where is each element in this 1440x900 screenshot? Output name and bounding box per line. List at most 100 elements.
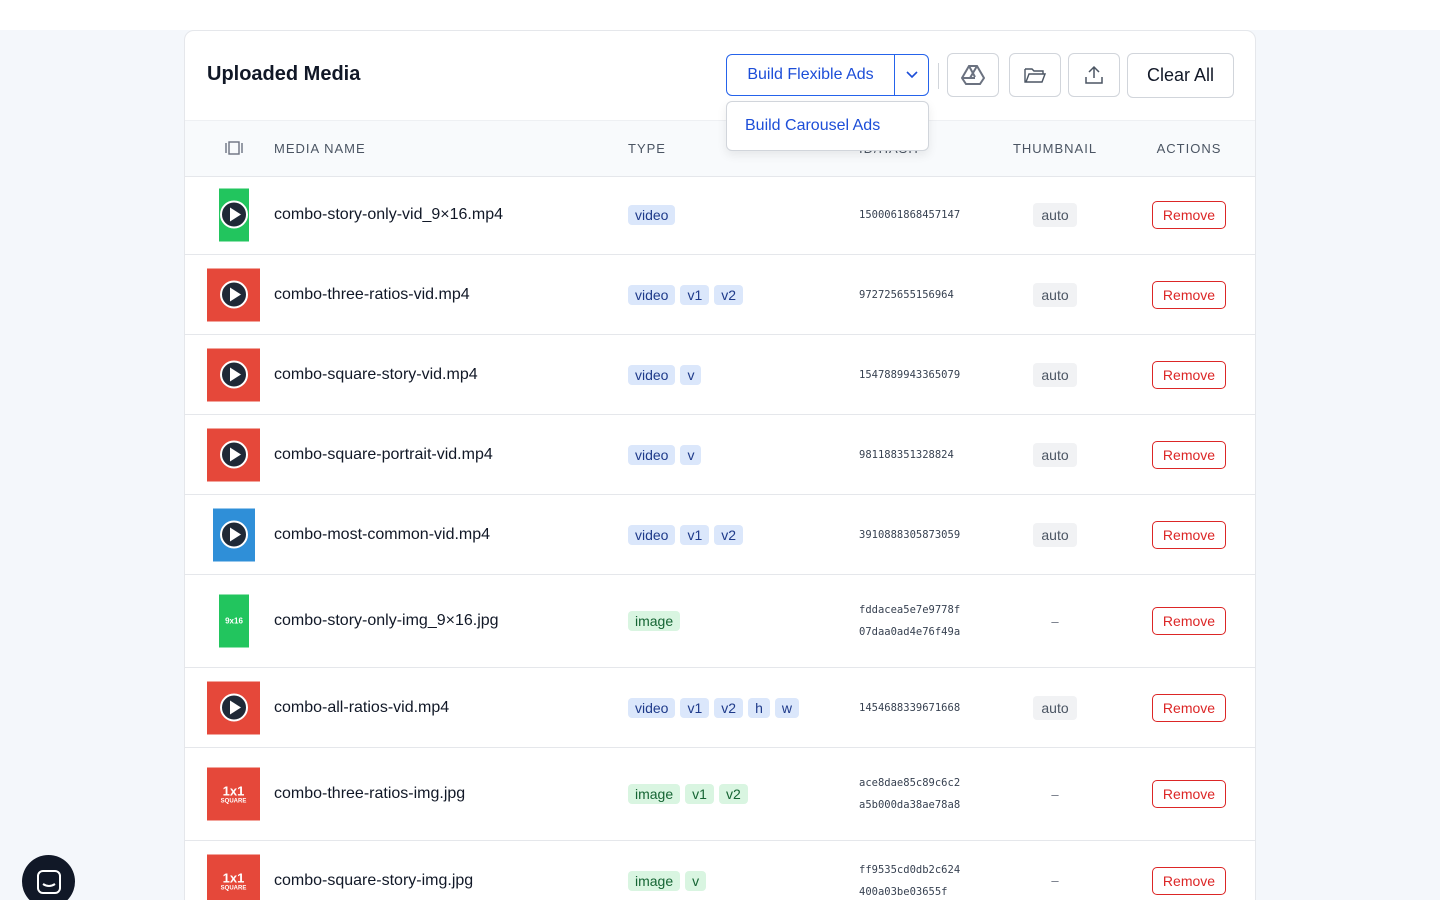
media-name: combo-square-story-img.jpg [274, 871, 474, 889]
media-preview: 1x1 SQUARE [207, 767, 260, 821]
tag-list: video v1 v2 [628, 495, 744, 574]
thumbnail-cell: – [989, 841, 1121, 900]
actions-cell: Remove [1121, 335, 1257, 414]
type-tag: v [680, 364, 702, 385]
type-tag: v1 [685, 784, 714, 804]
thumbnail-status: auto [1033, 282, 1077, 307]
column-header: TYPE [628, 141, 666, 156]
actions-cell: Remove [1121, 415, 1257, 494]
media-preview: 1x1 SQUARE [207, 854, 260, 900]
media-row: 1x1 SQUARE combo-square-story-img.jpg image… [185, 841, 1255, 900]
top-bar [0, 0, 1440, 30]
media-row: combo-square-portrait-vid.mp4 video v 98118… [185, 415, 1255, 495]
chat-icon [36, 869, 61, 894]
dropdown-item[interactable]: Build Carousel Ads [726, 101, 929, 151]
media-hash: 981188351328824 [859, 448, 954, 461]
thumbnail-cell: – [989, 748, 1121, 840]
chat-launcher[interactable] [22, 855, 75, 900]
actions-cell: Remove [1121, 668, 1257, 747]
remove-button[interactable]: Remove [1151, 693, 1227, 722]
type-tag: v [680, 444, 702, 465]
clear-all-button[interactable]: Clear All [1127, 53, 1234, 98]
drive-icon [961, 65, 985, 85]
actions-cell: Remove [1121, 748, 1257, 840]
type-tag: image [628, 870, 681, 891]
thumbnail-status: auto [1033, 202, 1077, 227]
type-tag: video [628, 284, 676, 305]
type-tag: v [685, 870, 707, 891]
tag-list: image [628, 575, 681, 667]
media-card: Uploaded Media Build Flexible Ads Clear … [184, 30, 1256, 900]
thumbnail-status: – [1051, 613, 1059, 629]
type-tag: v1 [680, 524, 710, 545]
play-icon [220, 520, 248, 549]
upload-button[interactable] [1068, 53, 1120, 97]
media-preview [207, 268, 260, 321]
media-name: combo-story-only-img_9×16.jpg [274, 612, 499, 629]
folder-icon [1024, 68, 1046, 83]
thumbnail-cell: auto [989, 668, 1121, 747]
dropdown-toggle[interactable] [895, 70, 928, 80]
type-tag: h [748, 697, 770, 718]
play-icon [219, 440, 248, 469]
media-row: combo-most-common-vid.mp4 video v1 v2 391088… [185, 495, 1255, 575]
media-row: 1x1 SQUARE combo-three-ratios-img.jpg image… [185, 748, 1255, 841]
media-row: combo-three-ratios-vid.mp4 video v1 v2 97272… [185, 255, 1255, 335]
media-row: 9x16 combo-story-only-img_9×16.jpg image fd… [185, 575, 1255, 668]
separator [938, 63, 939, 89]
remove-button[interactable]: Remove [1151, 200, 1227, 229]
media-hash: 1454688339671668 [859, 701, 961, 714]
tag-list: image v1 v2 [628, 748, 748, 840]
table-header: MEDIA NAME TYPE ID/HASH THUMBNAIL ACTION… [185, 120, 1255, 177]
media-name: combo-most-common-vid.mp4 [274, 525, 491, 543]
actions-cell: Remove [1121, 175, 1257, 254]
remove-button[interactable]: Remove [1151, 607, 1227, 635]
build-split-button[interactable]: Build Flexible Ads [726, 54, 929, 96]
thumbnail-cell: auto [989, 415, 1121, 494]
media-hash: 972725655156964 [859, 288, 954, 301]
remove-button[interactable]: Remove [1151, 280, 1227, 309]
media-preview [207, 348, 260, 401]
thumbnail-status: auto [1033, 522, 1077, 547]
drive-button[interactable] [947, 53, 999, 97]
type-tag: v1 [680, 284, 710, 305]
preview-sublabel: SQUARE [220, 885, 247, 891]
thumbnail-status: auto [1033, 362, 1077, 387]
media-name: combo-square-story-vid.mp4 [274, 365, 478, 383]
column-header: ACTIONS [1156, 141, 1222, 156]
build-flexible-ads[interactable]: Build Flexible Ads [727, 55, 895, 95]
play-icon [219, 280, 248, 309]
remove-button[interactable]: Remove [1151, 520, 1227, 549]
thumbnail-status: auto [1033, 442, 1077, 467]
remove-button[interactable]: Remove [1151, 360, 1227, 389]
type-tag: v2 [714, 284, 744, 305]
type-tag: v2 [714, 697, 744, 718]
remove-button[interactable]: Remove [1151, 440, 1227, 469]
type-tag: v2 [714, 524, 744, 545]
actions-cell: Remove [1121, 495, 1257, 574]
play-icon [220, 200, 248, 229]
thumbnail-status: – [1051, 786, 1059, 802]
remove-button[interactable]: Remove [1151, 780, 1227, 808]
media-name: combo-three-ratios-vid.mp4 [274, 285, 470, 303]
media-hash: 1500061868457147 [859, 208, 961, 221]
table-body: combo-story-only-vid_9×16.mp4 video 150006… [185, 175, 1255, 900]
media-row: combo-square-story-vid.mp4 video v 15478899… [185, 335, 1255, 415]
remove-button[interactable]: Remove [1151, 866, 1227, 895]
type-tag: video [628, 444, 676, 465]
type-tag: image [628, 784, 681, 804]
media-hash: 3910888305873059 [859, 528, 961, 541]
media-name: combo-story-only-vid_9×16.mp4 [274, 205, 503, 223]
type-tag: video [628, 204, 676, 225]
upload-icon [1085, 65, 1103, 84]
media-row: combo-all-ratios-vid.mp4 video v1 v2 h w 14546… [185, 668, 1255, 748]
type-tag: video [628, 697, 676, 718]
type-tag: video [628, 364, 676, 385]
caret-icon [905, 71, 918, 79]
folder-button[interactable] [1009, 53, 1061, 97]
thumbnail-status: – [1051, 873, 1059, 888]
thumbnail-cell: auto [989, 255, 1121, 334]
preview-sublabel: SQUARE [220, 798, 247, 805]
thumbnail-cell: – [989, 575, 1121, 667]
preview-label: 1x1 [222, 783, 245, 799]
